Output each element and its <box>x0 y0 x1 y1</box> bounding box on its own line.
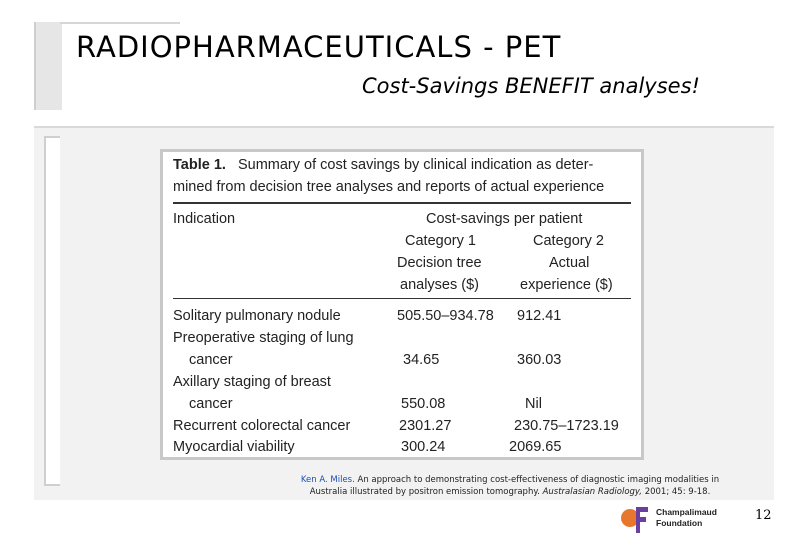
row-indication: Solitary pulmonary nodule <box>173 308 341 324</box>
citation: Ken A. Miles. An approach to demonstrati… <box>240 474 780 498</box>
header-cat1-sub1: Decision tree <box>397 255 482 271</box>
row-cat2-value: 360.03 <box>517 352 562 368</box>
page-number: 12 <box>755 508 772 523</box>
row-cat1-value: 2301.27 <box>399 418 452 434</box>
header-indication: Indication <box>173 211 236 227</box>
decorative-frame-line <box>60 22 180 24</box>
header-cat1-sub2: analyses ($) <box>400 277 479 293</box>
row-cat2-value: 230.75–1723.19 <box>514 418 619 434</box>
slide-subtitle: Cost-Savings BENEFIT analyses! <box>362 74 700 98</box>
row-cat1-value: 550.08 <box>401 396 446 412</box>
table-top-rule <box>173 202 631 204</box>
citation-text-2: Australia illustrated by positron emissi… <box>309 487 543 497</box>
row-cat1-value: 34.65 <box>403 352 440 368</box>
logo-text-line-2: Foundation <box>656 518 703 528</box>
header-cost-savings: Cost-savings per patient <box>426 211 583 227</box>
row-indication: Axillary staging of breast <box>173 374 331 390</box>
header-category-2: Category 2 <box>533 233 604 249</box>
citation-text-1: An approach to demonstrating cost-effect… <box>354 475 720 485</box>
row-indication: Myocardial viability <box>173 439 295 455</box>
row-cat2-value: 912.41 <box>517 308 562 324</box>
citation-author[interactable]: Ken A. Miles. <box>300 475 355 485</box>
decorative-panel-bar <box>44 136 60 486</box>
row-cat2-value: Nil <box>525 396 542 412</box>
slide-title: RADIOPHARMACEUTICALS - PET <box>76 30 562 64</box>
header-category-1: Category 1 <box>405 233 476 249</box>
table-header-rule <box>173 298 631 299</box>
row-indication: Recurrent colorectal cancer <box>173 418 351 434</box>
row-indication-continued: cancer <box>189 396 233 412</box>
citation-journal: Australasian Radiology, <box>542 487 642 497</box>
citation-text-3: 2001; 45: 9-18. <box>642 487 711 497</box>
row-indication: Preoperative staging of lung <box>173 330 354 346</box>
row-cat1-value: 505.50–934.78 <box>397 308 494 324</box>
champalimaud-logo-icon <box>621 507 648 533</box>
table-caption-line-1: Table 1. Summary of cost savings by clin… <box>173 157 593 173</box>
decorative-frame-bar <box>34 22 62 110</box>
cost-savings-table: Table 1. Summary of cost savings by clin… <box>160 149 644 460</box>
header-cat2-sub2: experience ($) <box>520 277 613 293</box>
row-cat1-value: 300.24 <box>401 439 446 455</box>
header-cat2-sub1: Actual <box>549 255 590 271</box>
logo-wordmark: Champalimaud Foundation <box>656 507 717 529</box>
table-caption-line-2: mined from decision tree analyses and re… <box>173 179 605 195</box>
champalimaud-logo: Champalimaud Foundation <box>618 503 758 535</box>
logo-text-line-1: Champalimaud <box>656 507 717 517</box>
row-cat2-value: 2069.65 <box>509 439 562 455</box>
row-indication-continued: cancer <box>189 352 233 368</box>
table-caption-label: Table 1. <box>173 157 226 173</box>
table-caption-text: Summary of cost savings by clinical indi… <box>237 157 594 173</box>
